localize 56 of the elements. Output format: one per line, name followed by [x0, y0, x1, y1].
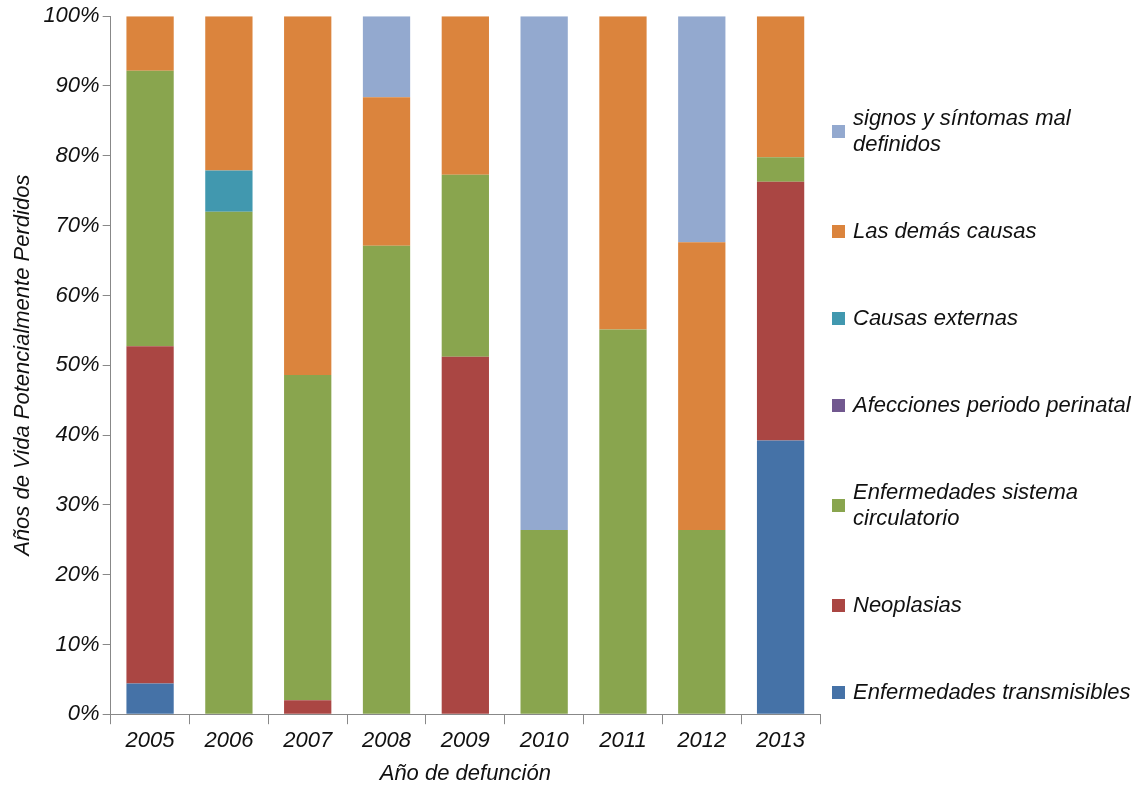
legend-label: Afecciones periodo perinatal [853, 392, 1131, 418]
bar [362, 16, 411, 98]
bar [126, 16, 174, 71]
bar [520, 529, 568, 714]
y-tick-label: 20% [54, 560, 100, 586]
y-tick-label: 90% [55, 72, 100, 98]
x-tick-label: 2005 [124, 726, 176, 752]
x-tick-label: 2011 [598, 726, 647, 752]
y-tick-label: 0% [67, 700, 100, 726]
y-tick-label: 100% [43, 2, 100, 28]
legend-label: Enfermedades transmisibles [853, 679, 1131, 705]
bar [284, 16, 332, 375]
bar [284, 700, 332, 714]
bar [126, 683, 174, 714]
x-tick-label: 2013 [755, 726, 806, 752]
bar [520, 16, 568, 530]
x-tick-label: 2007 [282, 726, 333, 752]
bar [284, 374, 332, 701]
bar [205, 211, 253, 714]
bar [678, 529, 726, 714]
bar [756, 440, 805, 714]
legend-label: Neoplasias [853, 592, 962, 618]
legend-label: Las demás causas [853, 218, 1037, 244]
bar [205, 170, 253, 212]
bar [599, 329, 647, 714]
bar [441, 16, 489, 175]
bar [441, 356, 489, 714]
bar [756, 181, 805, 441]
bar [599, 16, 647, 330]
bar [126, 346, 174, 684]
bar [205, 16, 253, 171]
x-tick-label: 2009 [439, 726, 490, 752]
x-tick-label: 2006 [203, 726, 255, 752]
bar [362, 97, 411, 246]
legend-label: Causas externas [853, 305, 1019, 331]
y-tick-label: 30% [55, 490, 100, 516]
y-tick-label: 80% [55, 141, 100, 167]
x-tick-label: 2010 [518, 726, 570, 752]
bar [678, 242, 726, 530]
y-tick-label: 50% [55, 351, 100, 377]
x-axis-title: Año de defunción [377, 759, 551, 785]
bar [441, 174, 489, 357]
bar [756, 157, 805, 182]
x-tick-label: 2012 [676, 726, 727, 752]
y-tick-label: 40% [55, 421, 100, 447]
y-tick-label: 60% [55, 281, 100, 307]
x-tick-label: 2008 [361, 726, 412, 752]
y-axis-title: Años de Vida Potencialmente Perdidos [9, 174, 35, 558]
bar [756, 16, 805, 158]
y-tick-label: 10% [55, 630, 100, 656]
bar [678, 16, 726, 243]
y-tick-label: 70% [55, 211, 100, 237]
bar [126, 70, 174, 347]
legend-label: Enfermedades sistema circulatorio [853, 479, 1079, 531]
legend-label: signos y síntomas mal definidos [853, 105, 1072, 157]
bar [362, 245, 411, 714]
